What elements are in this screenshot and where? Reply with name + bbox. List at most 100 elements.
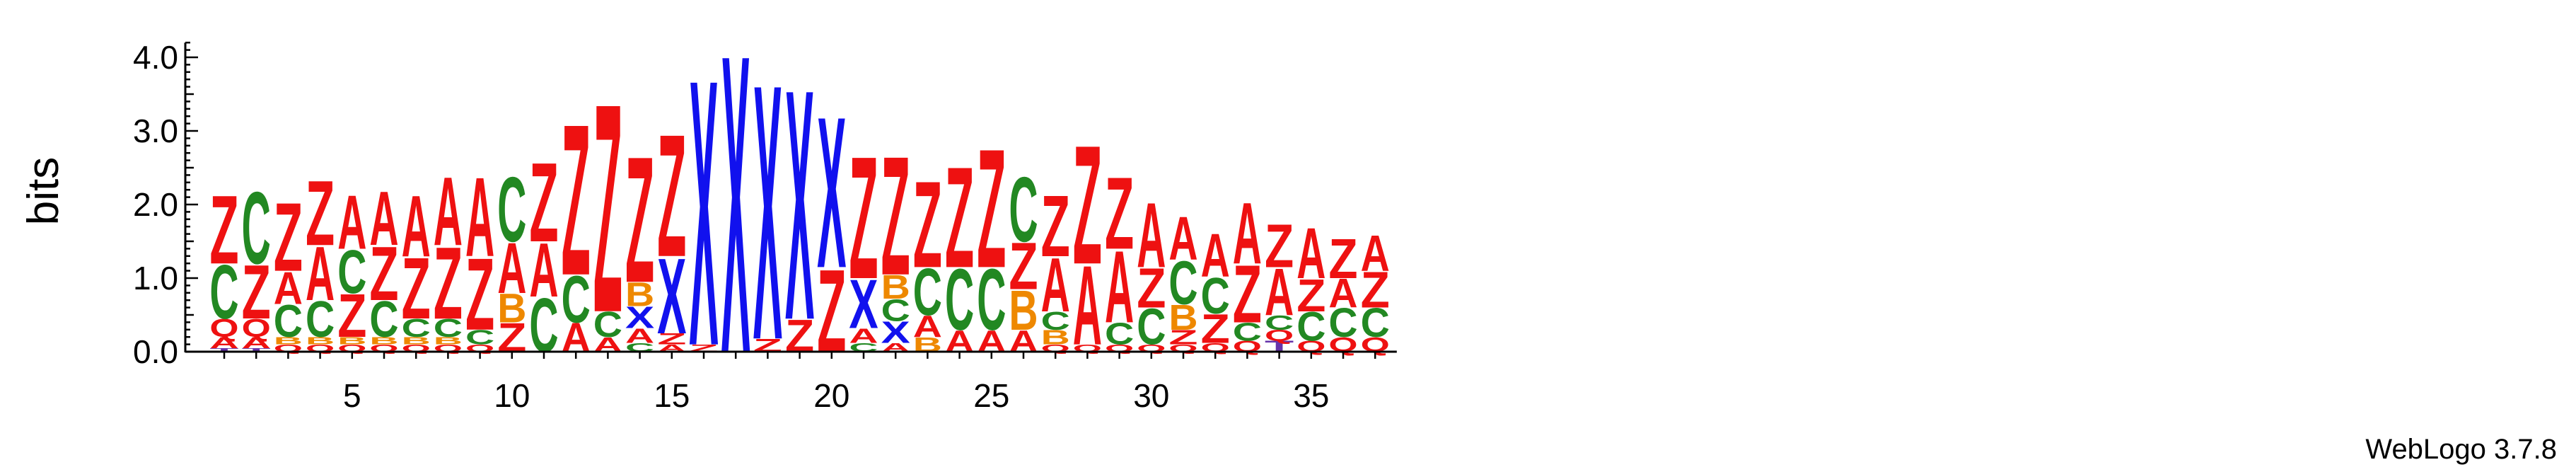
logo-letter-c: C [465, 326, 494, 349]
logo-letter-c: C [1168, 248, 1197, 317]
logo-letter-z: Z [977, 115, 1006, 304]
logo-letter-a: A [1233, 185, 1262, 282]
logo-letter-z: Z [1168, 326, 1197, 349]
logo-letter-b: B [1009, 278, 1038, 342]
logo-letter-z: Z [337, 281, 366, 350]
logo-letter-a: A [625, 324, 654, 347]
logo-letter-z: Z [1137, 256, 1166, 320]
logo-letter-c: C [497, 159, 526, 261]
logo-letter-z: Z [945, 138, 974, 299]
logo-letter-a: A [434, 157, 463, 266]
logo-letter-q: Q [1265, 326, 1294, 344]
logo-letter-z: Z [881, 122, 910, 311]
logo-letter-z: Z [209, 176, 238, 285]
logo-letter-c: C [1105, 316, 1134, 351]
logo-letter-x: X [753, 8, 782, 416]
logo-letter-a: A [465, 154, 494, 280]
logo-letter-a: A [1168, 204, 1197, 273]
logo-letter-a: A [402, 178, 431, 275]
logo-letter-a: A [529, 227, 558, 313]
logo-letter-z: Z [306, 162, 335, 265]
logo-letter-c: C [369, 291, 398, 348]
logo-letter-c: C [209, 249, 238, 335]
logo-letter-c: C [1137, 298, 1166, 355]
y-tick-label: 4.0 [133, 39, 178, 76]
logo-letter-a: A [1265, 254, 1294, 330]
x-tick-label: 5 [343, 377, 361, 414]
logo-letter-a: A [1201, 221, 1230, 290]
logo-letter-z: Z [625, 120, 654, 321]
logo-letter-c: C [881, 293, 910, 328]
x-tick-label: 35 [1293, 377, 1329, 414]
logo-letter-z: Z [657, 98, 686, 294]
logo-letter-z: Z [657, 330, 686, 347]
logo-letter-z: Z [1009, 230, 1038, 304]
logo-letter-c: C [1009, 159, 1038, 261]
logo-letter-b: B [306, 335, 335, 346]
logo-letter-c: C [337, 237, 366, 306]
logo-letter-z: Z [1328, 227, 1357, 291]
logo-letter-z: Z [562, 79, 591, 321]
weblogo-version-label: WebLogo 3.7.8 [2365, 434, 2557, 465]
logo-glyphs: TAQCZTAQZCQBCAZQBCAZQBZCAQBCZAQBCZAQBCZA… [209, 0, 1389, 442]
logo-letter-z: Z [1265, 211, 1294, 280]
logo-letter-b: B [881, 268, 910, 306]
logo-letter-q: Q [242, 313, 271, 343]
logo-letter-c: C [977, 251, 1006, 348]
logo-letter-z: Z [1041, 178, 1070, 275]
logo-letter-z: Z [1361, 261, 1390, 318]
logo-letter-a: A [1073, 243, 1102, 369]
logo-letter-a: A [1041, 242, 1070, 328]
x-tick-label: 25 [973, 377, 1009, 414]
logo-letter-c: C [402, 314, 431, 343]
logo-letter-c: C [945, 251, 974, 348]
logo-letter-c: C [242, 171, 271, 286]
logo-letter-c: C [306, 291, 335, 348]
logo-letter-b: B [337, 335, 366, 346]
logo-letter-z: Z [849, 121, 878, 316]
logo-letter-z: Z [274, 183, 303, 292]
logo-letter-x: X [849, 265, 878, 343]
logo-letter-c: C [1328, 301, 1357, 347]
logo-letter-a: A [1296, 214, 1325, 294]
logo-letter-x: X [817, 72, 846, 313]
logo-letter-c: C [593, 305, 622, 345]
logo-letter-z: Z [465, 236, 494, 352]
logo-letter-b: B [497, 286, 526, 332]
logo-letter-c: C [1233, 318, 1262, 347]
x-tick-label: 10 [494, 377, 530, 414]
logo-letter-b: B [1041, 326, 1070, 349]
logo-letter-x: X [785, 22, 814, 389]
logo-letter-z: Z [402, 241, 431, 338]
logo-letter-z: Z [242, 250, 271, 335]
logo-letter-a: A [497, 229, 526, 309]
x-tick-label: 20 [813, 377, 849, 414]
logo-letter-b: B [274, 335, 303, 346]
logo-letter-a: A [1328, 271, 1357, 317]
y-tick-label: 1.0 [133, 260, 178, 297]
logo-letter-x: X [881, 316, 911, 350]
logo-letter-z: Z [1233, 248, 1262, 340]
logo-letter-z: Z [1296, 270, 1325, 322]
logo-letter-b: B [402, 335, 431, 346]
logo-letter-x: X [625, 301, 655, 335]
y-tick-label: 2.0 [133, 186, 178, 223]
logo-letter-c: C [1265, 311, 1294, 334]
logo-letter-a: A [913, 309, 942, 344]
y-tick-label: 3.0 [133, 113, 178, 149]
logo-letter-a: A [1137, 185, 1166, 287]
logo-letter-a: A [1105, 230, 1134, 345]
logo-letter-a: A [209, 335, 238, 352]
logo-letter-c: C [913, 254, 942, 330]
logo-letter-c: C [1296, 304, 1325, 350]
logo-letter-t: T [209, 347, 238, 353]
x-tick-label: 15 [654, 377, 690, 414]
logo-letter-a: A [274, 262, 303, 314]
logo-letter-z: Z [369, 231, 398, 317]
y-tick-label: 0.0 [133, 333, 178, 370]
logo-letter-z: Z [593, 42, 622, 375]
logo-letter-c: C [1201, 267, 1230, 324]
logo-letter-z: Z [1073, 111, 1102, 300]
logo-letter-t: T [242, 347, 271, 353]
